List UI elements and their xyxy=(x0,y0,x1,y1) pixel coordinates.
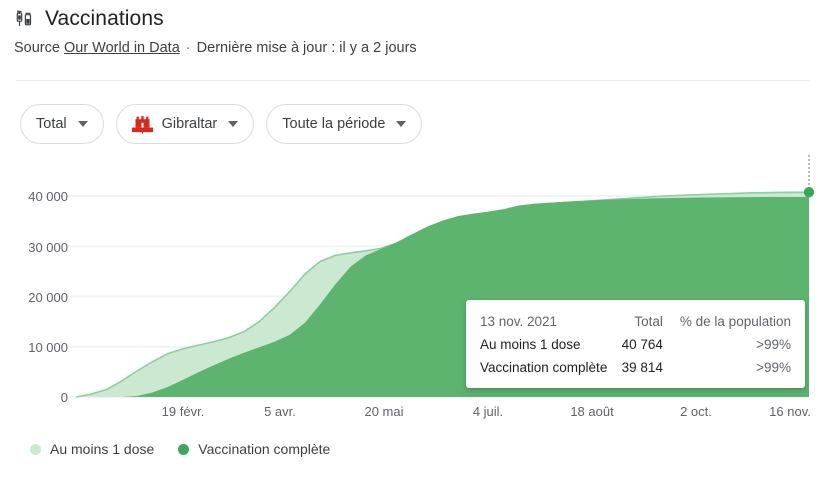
tooltip-date: 13 nov. 2021 xyxy=(480,314,558,329)
y-tick-40000: 40 000 xyxy=(28,189,68,204)
y-tick-30000: 30 000 xyxy=(28,240,68,255)
x-tick-4: 18 août xyxy=(570,404,614,419)
tooltip-row-label: Vaccination complète xyxy=(480,360,608,375)
chart-canvas xyxy=(60,155,815,398)
filter-chip-metric-label: Total xyxy=(36,115,67,132)
filter-chip-metric[interactable]: Total xyxy=(20,104,104,144)
filter-chip-location-label: Gibraltar xyxy=(161,115,218,132)
page-title: Vaccinations xyxy=(45,7,164,30)
chevron-down-icon xyxy=(77,121,88,127)
source-link[interactable]: Our World in Data xyxy=(63,40,180,56)
source-subtitle: Source Our World in Data · Dernière mise… xyxy=(14,39,811,57)
chevron-down-icon xyxy=(396,121,407,127)
tooltip-row-total: 40 764 xyxy=(621,337,663,352)
x-tick-1: 5 avr. xyxy=(264,404,296,419)
chevron-down-icon xyxy=(228,121,239,127)
x-tick-2: 20 mai xyxy=(364,404,404,419)
legend-item-full[interactable]: Vaccination complète xyxy=(178,441,330,457)
tooltip-row-one-dose: Au moins 1 dose 40 764 >99% xyxy=(480,333,791,356)
vaccine-icon xyxy=(14,8,36,30)
panel-header: Vaccinations Source Our World in Data · … xyxy=(14,6,811,57)
tooltip-row-pct: >99% xyxy=(756,337,791,352)
legend-label: Vaccination complète xyxy=(198,441,331,457)
tooltip-header-row: 13 nov. 2021 Total % de la population xyxy=(480,310,791,333)
x-tick-5: 2 oct. xyxy=(680,404,712,419)
vaccinations-area-chart[interactable] xyxy=(0,150,825,430)
y-tick-10000: 10 000 xyxy=(28,340,68,355)
tooltip-col-total: Total xyxy=(634,314,663,329)
chart-tooltip: 13 nov. 2021 Total % de la population Au… xyxy=(466,300,805,388)
tooltip-col-pct: % de la population xyxy=(679,314,791,329)
legend-color-swatch xyxy=(178,443,190,455)
legend-label: Au moins 1 dose xyxy=(50,441,155,457)
chart-legend: Au moins 1 dose Vaccination complète xyxy=(30,441,330,457)
tooltip-row-full: Vaccination complète 39 814 >99% xyxy=(480,356,791,379)
source-prefix: Source xyxy=(14,40,60,56)
y-tick-0: 0 xyxy=(60,390,68,405)
filter-chip-location[interactable]: Gibraltar xyxy=(115,104,255,144)
gibraltar-flag-icon xyxy=(131,113,162,135)
filter-chip-row: Total Gibraltar Toute xyxy=(20,104,423,144)
tooltip-row-label: Au moins 1 dose xyxy=(480,337,581,352)
tooltip-table: 13 nov. 2021 Total % de la population Au… xyxy=(480,310,791,379)
filter-chip-period[interactable]: Toute la période xyxy=(266,104,423,144)
x-tick-3: 4 juil. xyxy=(472,404,504,419)
header-divider xyxy=(16,80,809,81)
legend-color-swatch xyxy=(30,443,41,455)
filter-chip-period-label: Toute la période xyxy=(282,115,386,132)
tooltip-row-total: 39 814 xyxy=(621,360,663,375)
x-tick-6: 16 nov. xyxy=(769,404,811,419)
x-tick-0: 19 févr. xyxy=(161,404,205,419)
separator-dot: · xyxy=(185,40,191,56)
last-updated-text: Dernière mise à jour : il y a 2 jours xyxy=(196,40,417,56)
title-row: Vaccinations xyxy=(14,6,811,32)
legend-item-one-dose[interactable]: Au moins 1 dose xyxy=(30,441,154,457)
y-tick-20000: 20 000 xyxy=(28,290,68,305)
tooltip-row-pct: >99% xyxy=(756,360,791,375)
